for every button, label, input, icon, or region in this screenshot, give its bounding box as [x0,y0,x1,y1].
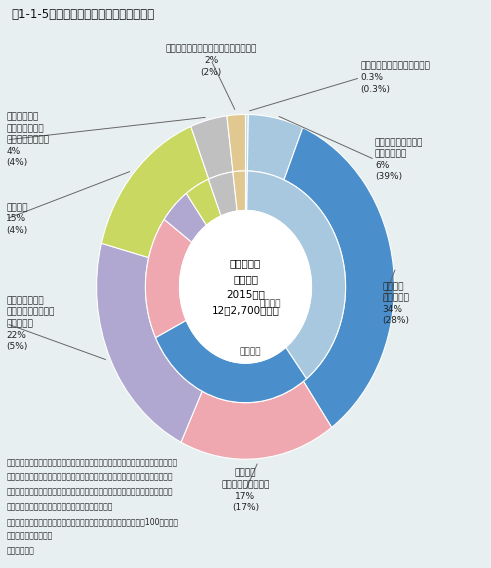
Text: 業務その他部門
（商業・サービス・
事業所等）
22%
(5%): 業務その他部門 （商業・サービス・ 事業所等） 22% (5%) [6,296,55,351]
Text: う排出量を電力消費量及び熱消費量に応じて最終需要部門に配分した後の: う排出量を電力消費量及び熱消費量に応じて最終需要部門に配分した後の [6,487,173,496]
Text: 外側の円は電気事業者の発電に伴う排出量及び熱供給事業者の熱発生に伴: 外側の円は電気事業者の発電に伴う排出量及び熱供給事業者の熱発生に伴 [6,473,173,482]
Wedge shape [284,128,394,428]
Text: 図1-1-5　二酸化炭素排出量の部門別内訳: 図1-1-5 二酸化炭素排出量の部門別内訳 [11,8,154,21]
Wedge shape [246,171,247,211]
Wedge shape [181,381,331,459]
Wedge shape [246,114,248,171]
Text: 割合（上段の数字）を、それぞれ示している: 割合（上段の数字）を、それぞれ示している [6,502,112,511]
Text: 直接排出: 直接排出 [259,299,281,308]
Wedge shape [145,219,192,337]
Wedge shape [97,243,202,442]
Wedge shape [233,171,246,211]
Text: エネルギー転換部門
（発電所等）
6%
(39%): エネルギー転換部門 （発電所等） 6% (39%) [375,138,423,181]
Text: 運輸部門
（自動車・船舶等）
17%
(17%): 運輸部門 （自動車・船舶等） 17% (17%) [221,469,270,512]
Circle shape [180,211,311,363]
Wedge shape [208,172,237,216]
Text: 廃棄物（プラスチック、廃油の焼却）
2%
(2%): 廃棄物（プラスチック、廃油の焼却） 2% (2%) [165,45,257,77]
Text: 間接排出: 間接排出 [240,347,261,356]
Wedge shape [191,116,233,179]
Wedge shape [227,114,246,172]
Wedge shape [186,179,221,225]
Text: ２：統計誤差、四捨五入等のため、排出量割合の合計は必ずしも100％になら: ２：統計誤差、四捨五入等のため、排出量割合の合計は必ずしも100％になら [6,517,178,526]
Wedge shape [102,127,209,257]
Text: 家庭部門
15%
(4%): 家庭部門 15% (4%) [6,203,28,235]
Text: 資料：環境省: 資料：環境省 [6,546,34,556]
Text: 工業プロセス
及び製品の使用
（石灰石消費等）
4%
(4%): 工業プロセス 及び製品の使用 （石灰石消費等） 4% (4%) [6,112,49,167]
Wedge shape [156,320,306,403]
Wedge shape [247,171,346,379]
Text: 注１：内側の円は各部門の直接の排出量の割合（下段カッコ内の数字）を、また、: 注１：内側の円は各部門の直接の排出量の割合（下段カッコ内の数字）を、また、 [6,458,177,467]
Text: その他（燃料からの漏出等）
0.3%
(0.3%): その他（燃料からの漏出等） 0.3% (0.3%) [360,62,430,94]
Text: ないことがある: ないことがある [6,532,53,541]
Text: 産業部門
（工場等）
34%
(28%): 産業部門 （工場等） 34% (28%) [382,282,409,325]
Text: 二酸化炭素
総排出量
2015年度
12億2,700万トン: 二酸化炭素 総排出量 2015年度 12億2,700万トン [212,258,279,315]
Wedge shape [247,115,303,180]
Wedge shape [164,193,207,243]
